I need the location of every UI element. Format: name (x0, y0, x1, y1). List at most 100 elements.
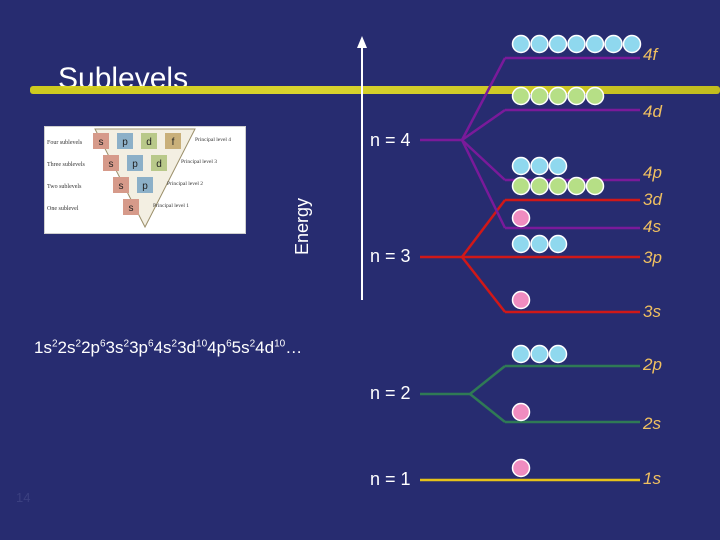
orbital-4f (548, 34, 568, 54)
inset-sublevel-cell (127, 155, 143, 171)
electron-configuration: 1s22s22p63s23p64s23d104p65s24d10… (34, 338, 302, 358)
inset-sublevel-cell (151, 155, 167, 171)
inset-sublevel-cell (141, 133, 157, 149)
config-term: 3s (105, 338, 124, 357)
inset-sublevel-letter: d (146, 137, 152, 148)
config-exponent: 10 (196, 338, 208, 350)
inset-sublevel-cell (117, 133, 133, 149)
config-term: 5s (231, 338, 250, 357)
config-term: 2s (57, 338, 76, 357)
config-exponent: 2 (123, 338, 130, 350)
config-term: 3d (177, 338, 197, 357)
orbital-4d (511, 86, 531, 106)
config-ellipsis: … (285, 338, 303, 357)
inset-sublevel-cell (93, 133, 109, 149)
sublevel-label-4p: 4p (643, 163, 662, 182)
config-exponent: 2 (249, 338, 256, 350)
inset-sublevel-cell (123, 199, 139, 215)
inset-row-label: Four sublevels (47, 140, 83, 146)
orbital-1s (511, 458, 531, 478)
inset-row-label: Two sublevels (47, 184, 82, 190)
n4-to-4d-line (461, 108, 506, 142)
n4-to-4p-line (461, 139, 506, 181)
orbital-3s (511, 290, 531, 310)
orbital-4f (585, 34, 605, 54)
sublevel-label-2p: 2p (643, 355, 662, 374)
sublevel-label-4d: 4d (643, 102, 662, 121)
config-term: 3p (129, 338, 148, 357)
sublevel-label-4f: 4f (643, 45, 658, 64)
config-term: 4p (207, 338, 227, 357)
inset-sublevel-letter: s (99, 137, 104, 148)
orbital-circles (511, 34, 642, 478)
orbital-3d (567, 176, 586, 196)
n3-to-3d-line (461, 199, 506, 258)
orbital-2p (530, 344, 549, 364)
config-term: 4s (153, 338, 172, 357)
inset-row-note: Principal level 1 (153, 203, 189, 209)
energy-axis-arrow (357, 36, 367, 48)
title-underline (30, 86, 720, 94)
orbital-4p (530, 156, 549, 176)
config-exponent: 6 (148, 338, 154, 350)
config-exponent: 6 (99, 338, 106, 350)
orbital-4f (622, 34, 642, 54)
sublevel-inset-diagram: Four sublevels s p d f Principal level 4 Three… (44, 126, 246, 234)
sublevel-label-4s: 4s (643, 217, 661, 236)
n3-to-3s-line (461, 256, 506, 313)
orbital-4d (548, 86, 568, 106)
inset-sublevel-cell (137, 177, 153, 193)
inset-row-label: One sublevel (47, 206, 79, 212)
config-term: 1s (34, 338, 52, 357)
config-exponent: 10 (274, 338, 286, 350)
level-label-n4: n = 4 (370, 130, 411, 150)
level-label-n2: n = 2 (370, 383, 411, 403)
orbital-4p (548, 156, 568, 176)
orbital-2p (548, 344, 568, 364)
inset-sublevel-letter: d (156, 159, 162, 170)
sublevel-label-2s: 2s (643, 414, 661, 433)
inset-sublevel-cell (165, 133, 181, 149)
inset-row-note: Principal level 3 (181, 159, 217, 165)
sublevel-label-3d: 3d (643, 190, 662, 209)
orbital-3p (530, 234, 549, 254)
n2-to-2s-line (469, 393, 506, 423)
inset-sublevel-letter: s (109, 159, 114, 170)
orbital-3d (530, 176, 549, 196)
orbital-2p (511, 344, 531, 364)
slide-number: 14 (16, 490, 31, 505)
n2-to-2p-line (469, 365, 506, 395)
level-label-n1: n = 1 (370, 469, 411, 489)
orbital-4s (511, 208, 531, 228)
inset-sublevel-letter: f (172, 137, 175, 148)
config-exponent: 2 (51, 338, 58, 350)
orbital-4d (585, 86, 605, 106)
inset-sublevel-letter: p (132, 159, 138, 170)
orbital-4f (604, 34, 623, 54)
sublevel-label-3s: 3s (643, 302, 661, 321)
config-exponent: 2 (171, 338, 178, 350)
inset-sublevel-cell (103, 155, 119, 171)
n4-to-4s-line (460, 139, 507, 229)
sublevel-label-3p: 3p (643, 248, 662, 267)
inset-row-label: Three sublevels (47, 162, 85, 168)
inset-sublevel-letter: s (119, 181, 124, 192)
inset-sublevel-letter: p (122, 137, 128, 148)
orbital-2s (511, 402, 531, 422)
orbital-4f (530, 34, 549, 54)
config-exponent: 6 (226, 338, 232, 350)
orbital-4d (567, 86, 586, 106)
orbital-4d (530, 86, 549, 106)
orbital-3d (585, 176, 605, 196)
inset-sublevel-cell (113, 177, 129, 193)
inset-row-note: Principal level 4 (195, 137, 231, 143)
inset-sublevel-letter: s (129, 203, 134, 214)
orbital-4p (511, 156, 531, 176)
level-label-n3: n = 3 (370, 246, 411, 266)
orbital-3p (511, 234, 531, 254)
orbital-3d (548, 176, 568, 196)
config-exponent: 2 (75, 338, 82, 350)
orbital-4f (567, 34, 586, 54)
n4-to-4f-line (460, 57, 507, 141)
